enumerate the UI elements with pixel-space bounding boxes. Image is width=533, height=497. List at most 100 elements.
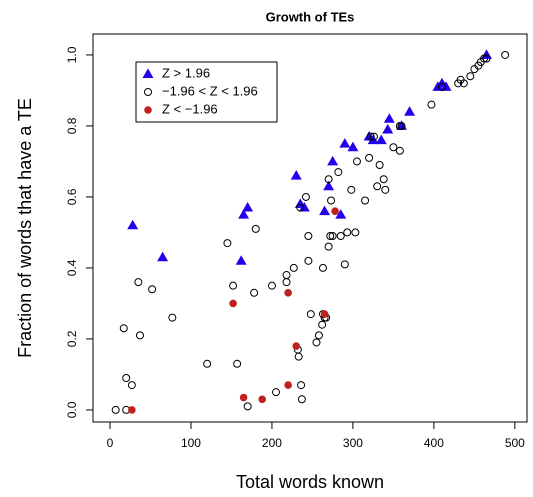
- data-point: [404, 106, 416, 116]
- data-point: [323, 180, 335, 191]
- data-point: [168, 313, 177, 322]
- data-point: [148, 285, 157, 294]
- data-point: [282, 271, 291, 280]
- data-point: [119, 324, 128, 333]
- data-point: [361, 196, 370, 205]
- data-point: [352, 157, 361, 166]
- data-point: [375, 134, 387, 145]
- data-point: [267, 281, 276, 290]
- data-point: [395, 146, 404, 155]
- data-point: [326, 231, 335, 240]
- data-point: [440, 81, 452, 91]
- x-tick-label: 400: [424, 436, 444, 450]
- data-point: [292, 342, 301, 350]
- data-point: [290, 170, 302, 180]
- x-tick-label: 500: [505, 436, 525, 450]
- data-point: [306, 310, 315, 319]
- x-tick-label: 0: [107, 436, 114, 450]
- data-point: [382, 123, 394, 134]
- data-point: [242, 201, 254, 212]
- data-point: [335, 209, 347, 219]
- data-point: [297, 381, 306, 390]
- data-point: [304, 256, 313, 265]
- data-point: [334, 168, 343, 177]
- data-point: [289, 263, 298, 272]
- data-point: [331, 207, 339, 215]
- data-point: [243, 402, 252, 411]
- x-tick-label: 300: [343, 436, 363, 450]
- data-point: [347, 185, 356, 194]
- data-point: [320, 310, 329, 318]
- data-point: [258, 395, 267, 404]
- data-point: [233, 359, 242, 368]
- data-point: [336, 231, 345, 240]
- chart-title: Growth of TEs: [266, 9, 355, 24]
- data-point: [397, 121, 406, 130]
- data-point: [369, 132, 378, 141]
- data-point: [481, 49, 492, 59]
- data-point: [282, 278, 291, 287]
- data-point: [298, 201, 310, 212]
- data-point: [294, 352, 303, 361]
- data-point: [375, 160, 384, 169]
- y-tick-label: 1.0: [65, 46, 79, 63]
- y-axis-title: Fraction of words that have a TE: [15, 98, 35, 358]
- y-tick-label: 0.2: [65, 330, 79, 347]
- data-point: [482, 54, 491, 63]
- legend-marker: [142, 68, 154, 78]
- data-point: [250, 288, 259, 297]
- legend-label: Z > 1.96: [162, 65, 210, 80]
- data-point: [284, 288, 292, 297]
- data-point: [238, 209, 250, 219]
- data-point: [314, 331, 323, 340]
- data-point: [319, 205, 331, 216]
- data-point: [318, 263, 327, 272]
- data-point: [328, 231, 337, 240]
- data-point: [251, 224, 260, 233]
- data-point: [373, 182, 382, 191]
- data-point: [203, 359, 212, 368]
- data-point: [135, 331, 144, 340]
- data-point: [480, 54, 489, 63]
- data-point: [122, 373, 131, 382]
- data-point: [340, 260, 349, 269]
- y-tick-label: 0.4: [65, 259, 79, 276]
- data-point: [134, 278, 143, 287]
- y-tick-label: 0.8: [65, 117, 79, 134]
- data-point: [427, 100, 436, 109]
- legend: Z > 1.96 −1.96 < Z < 1.96 Z < −1.96: [135, 61, 278, 123]
- data-point: [297, 395, 306, 404]
- data-point: [327, 155, 339, 166]
- data-point: [459, 79, 468, 88]
- data-point: [223, 239, 232, 248]
- data-point: [327, 196, 336, 205]
- data-point: [383, 113, 395, 123]
- data-point: [339, 138, 351, 148]
- legend-label: −1.96 < Z < 1.96: [162, 83, 258, 98]
- data-point: [365, 153, 374, 162]
- data-point: [324, 242, 333, 251]
- data-point: [379, 175, 388, 184]
- data-point: [128, 406, 136, 414]
- data-point: [318, 320, 327, 329]
- data-point: [296, 203, 305, 212]
- data-point: [466, 72, 475, 81]
- legend-box: [135, 61, 278, 123]
- data-point: [229, 299, 237, 308]
- data-point: [389, 143, 398, 152]
- data-point: [271, 388, 280, 397]
- data-point: [304, 231, 313, 240]
- data-point: [111, 405, 120, 414]
- data-point: [381, 185, 390, 194]
- x-axis-title: Total words known: [236, 472, 384, 492]
- data-point: [127, 219, 139, 230]
- data-point: [324, 175, 333, 184]
- legend-label: Z < −1.96: [162, 101, 218, 116]
- y-tick-label: 0.6: [65, 188, 79, 205]
- data-point: [301, 192, 310, 201]
- data-point: [239, 393, 248, 402]
- data-point: [229, 281, 238, 290]
- data-point: [366, 132, 375, 141]
